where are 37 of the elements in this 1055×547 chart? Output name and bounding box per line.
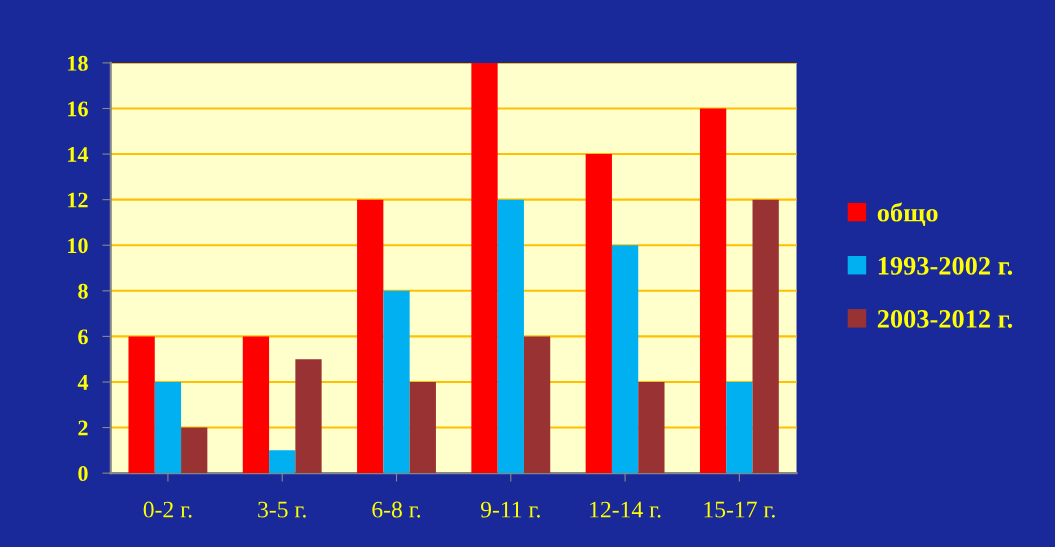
legend-label: 1993-2002 г. <box>878 256 1013 275</box>
y-tick-label: 14 <box>68 147 89 162</box>
bar <box>383 290 410 474</box>
bar <box>471 62 498 474</box>
bar <box>726 381 753 474</box>
x-tick-label: 12-14 г. <box>590 501 661 518</box>
y-tick-label: 4 <box>77 375 89 390</box>
y-tick-label: 16 <box>68 101 88 117</box>
bar <box>409 381 436 474</box>
x-tick-label: 15-17 г. <box>704 501 775 518</box>
bar <box>128 336 155 474</box>
bar <box>154 381 182 474</box>
bar <box>699 108 727 474</box>
bar <box>295 359 322 474</box>
bar <box>523 336 551 474</box>
bar <box>752 199 779 474</box>
x-tick-label: 3-5 г. <box>258 501 306 518</box>
bar <box>269 450 296 474</box>
bar <box>242 336 270 474</box>
bar <box>585 154 612 474</box>
y-tick-label: 2 <box>78 420 88 436</box>
y-tick-label: 10 <box>68 238 88 254</box>
y-tick-label: 6 <box>78 329 88 345</box>
y-tick-label: 18 <box>68 55 88 71</box>
bar <box>638 381 665 474</box>
bar <box>181 427 208 474</box>
x-tick-label: 0-2 г. <box>143 501 192 518</box>
x-tick-label: 9-11 г. <box>480 501 540 518</box>
x-tick-label: 6-8 г. <box>372 501 421 518</box>
bar <box>497 199 524 474</box>
bar <box>611 245 639 474</box>
bar <box>357 199 384 474</box>
y-tick-label: 0 <box>78 466 88 482</box>
y-tick-label: 8 <box>78 283 88 299</box>
legend-label: 2003-2012 г. <box>877 310 1013 328</box>
y-tick-label: 12 <box>68 192 88 208</box>
legend-label: общо <box>877 202 938 226</box>
